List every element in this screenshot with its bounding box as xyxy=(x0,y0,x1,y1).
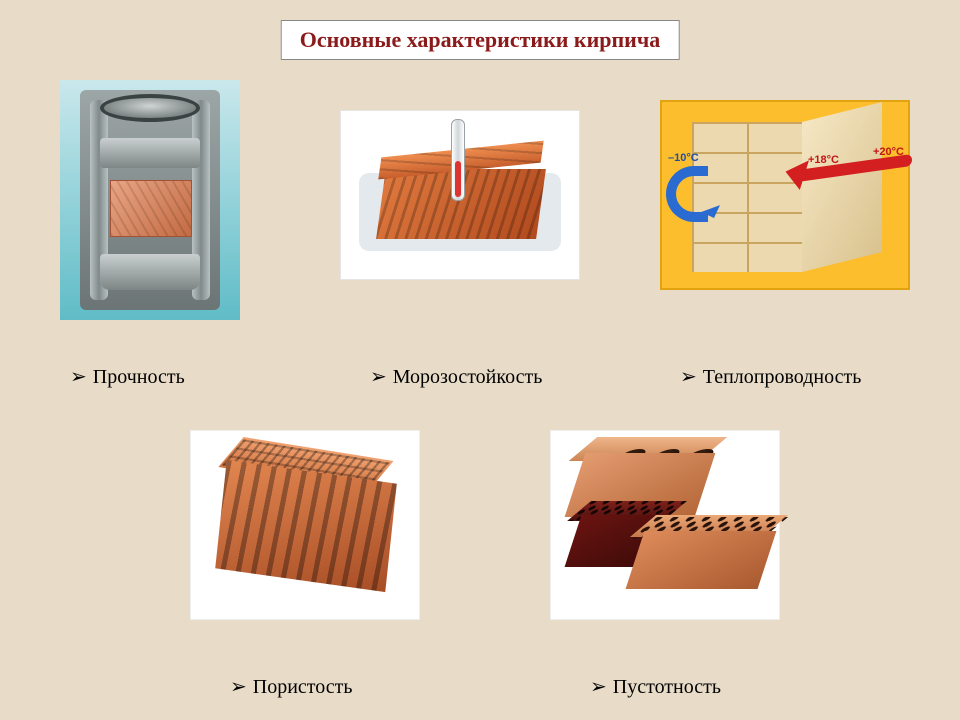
item-strength xyxy=(60,80,240,325)
bullet-icon: ➢ xyxy=(590,676,607,698)
bullet-icon: ➢ xyxy=(680,366,697,388)
bullet-icon: ➢ xyxy=(370,366,387,388)
image-thermal: –10°C +18°C +20°C xyxy=(660,100,910,290)
label-strength: ➢Прочность xyxy=(70,364,185,389)
bullet-icon: ➢ xyxy=(70,366,87,388)
label-thermal: ➢Теплопроводность xyxy=(680,364,861,389)
image-strength xyxy=(60,80,240,320)
label-voidness: ➢Пустотность xyxy=(590,674,721,699)
bullet-icon: ➢ xyxy=(230,676,247,698)
label-frost: ➢Морозостойкость xyxy=(370,364,542,389)
item-porosity xyxy=(190,430,420,625)
image-frost xyxy=(340,110,580,280)
temp-inside: +18°C xyxy=(808,154,839,166)
slide-title: Основные характеристики кирпича xyxy=(281,20,680,60)
temp-far: +20°C xyxy=(873,146,904,158)
item-thermal: –10°C +18°C +20°C xyxy=(660,100,910,295)
item-voidness xyxy=(550,430,780,625)
item-frost xyxy=(340,110,580,285)
temp-outside: –10°C xyxy=(668,152,699,164)
image-porosity xyxy=(190,430,420,620)
image-voidness xyxy=(550,430,780,620)
label-porosity: ➢Пористость xyxy=(230,674,353,699)
